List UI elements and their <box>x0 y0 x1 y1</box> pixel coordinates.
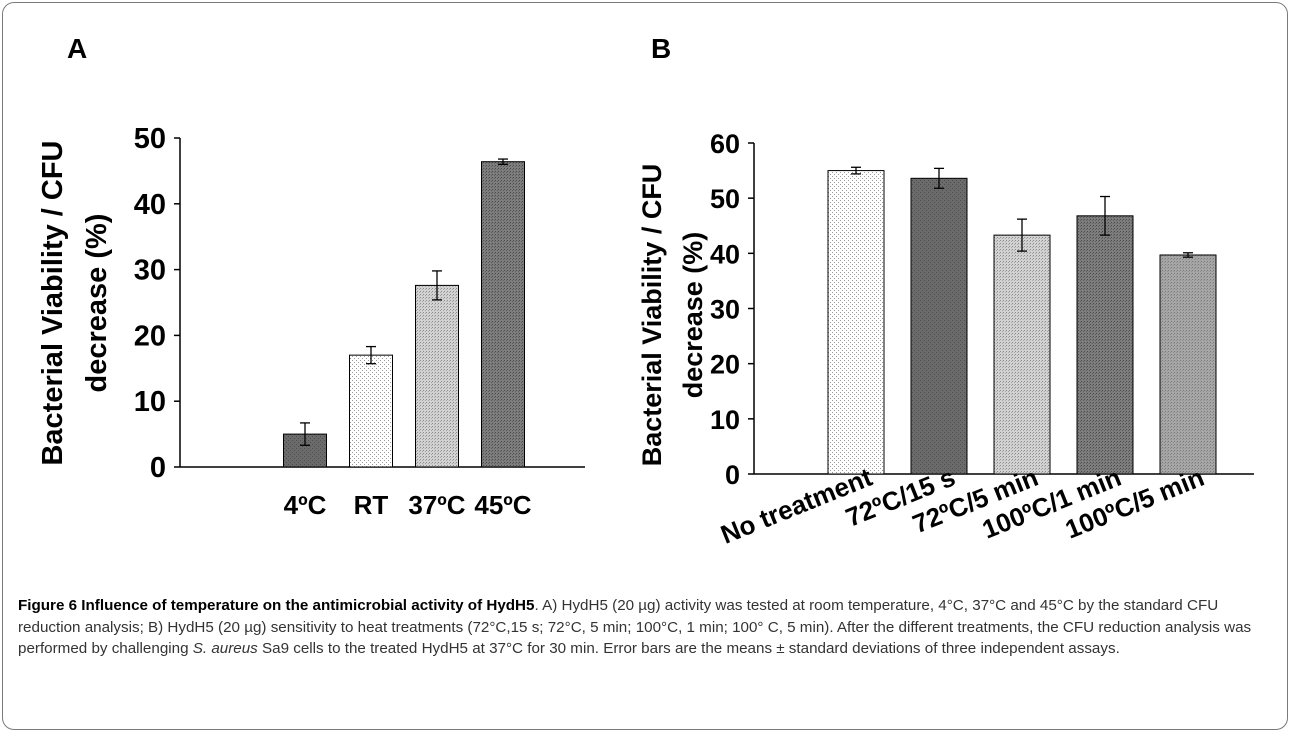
y-tick-label: 0 <box>725 460 740 490</box>
y-axis-label-line2: decrease (%) <box>81 214 113 393</box>
y-tick-label: 40 <box>710 239 740 269</box>
bar <box>910 177 968 475</box>
caption-text-2: Sa9 cells to the treated HydH5 at 37°C f… <box>257 640 1120 657</box>
chart-b: Bacterial Viability / CFU decrease (%) 0… <box>640 129 1254 550</box>
y-axis-label-line2: decrease (%) <box>678 232 708 399</box>
y-tick-label: 30 <box>134 255 166 287</box>
y-tick-label: 10 <box>134 386 166 418</box>
figure-caption: Figure 6 Influence of temperature on the… <box>18 595 1276 660</box>
chart-a: Bacterial Viability / CFU decrease (%) 0… <box>37 123 585 520</box>
bar <box>1159 254 1217 475</box>
bar <box>415 284 459 468</box>
caption-text-1: . A) HydH5 (20 µg) activity was tested a… <box>18 597 1252 657</box>
panel-b-letter: B <box>651 33 672 64</box>
x-tick-label: RT <box>354 490 389 520</box>
y-tick-label: 20 <box>710 350 740 380</box>
bars <box>827 166 1217 475</box>
y-tick-label: 30 <box>710 295 740 325</box>
x-tick-label: 37ºC <box>408 490 465 520</box>
caption-title: Figure 6 Influence of temperature on the… <box>18 597 535 614</box>
bar <box>349 354 393 468</box>
y-tick-label: 60 <box>710 129 740 159</box>
panel-a-letter: A <box>67 33 88 64</box>
bar <box>827 170 885 475</box>
tick-labels: 0 10 20 30 40 50 4ºC RT 37ºC 45ºC <box>134 123 532 520</box>
y-tick-label: 40 <box>134 189 166 221</box>
caption-species: S. aureus <box>192 640 258 657</box>
y-tick-label: 20 <box>134 320 166 352</box>
bar <box>1076 215 1134 475</box>
y-tick-label: 0 <box>150 452 166 484</box>
y-tick-label: 10 <box>710 405 740 435</box>
x-tick-label: 45ºC <box>474 490 531 520</box>
bars <box>283 158 525 468</box>
bar <box>481 161 525 468</box>
bar <box>993 234 1051 475</box>
x-tick-label: 4ºC <box>284 490 327 520</box>
y-axis-label-line1: Bacterial Viability / CFU <box>37 140 69 465</box>
y-tick-label: 50 <box>710 184 740 214</box>
y-tick-label: 50 <box>134 123 166 155</box>
y-axis-label-line1: Bacterial Viability / CFU <box>640 164 667 467</box>
